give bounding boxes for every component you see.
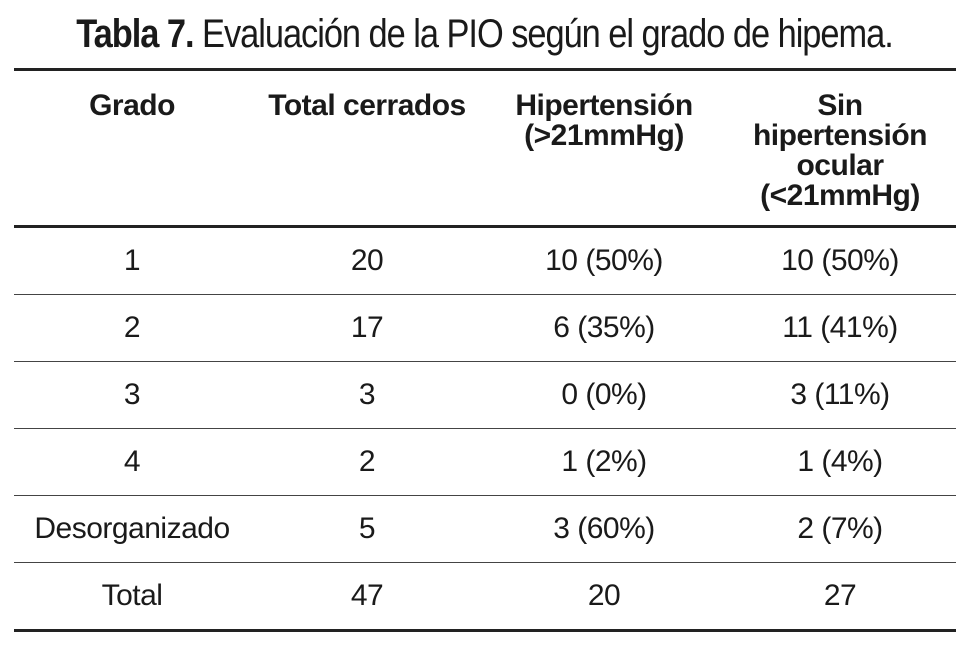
header-line: Grado (89, 89, 175, 122)
cell-sin-hipertension: 10 (50%) (781, 244, 899, 277)
cell-sin-hipertension: 2 (7%) (797, 512, 883, 545)
table-header: Grado Total cerrados Hipertensión (>21mm… (14, 69, 956, 227)
table-row: 1 20 10 (50%) 10 (50%) (14, 227, 956, 295)
cell-hipertension: 1 (2%) (561, 445, 647, 478)
cell-total: 20 (350, 244, 384, 277)
cell-grado: 1 (123, 244, 141, 277)
table-title-label: Tabla 7. (76, 12, 194, 56)
cell-hipertension: 6 (35%) (553, 311, 655, 344)
header-grado: Grado (14, 70, 250, 227)
cell-total: 3 (358, 378, 376, 411)
cell-grado: 3 (123, 378, 141, 411)
header-line: Sin (817, 89, 863, 122)
table-row: 4 2 1 (2%) 1 (4%) (14, 429, 956, 496)
header-total-cerrados: Total cerrados (250, 70, 484, 227)
cell-total: 17 (350, 311, 384, 344)
cell-hipertension: 10 (50%) (545, 244, 663, 277)
cell-total: 47 (350, 579, 384, 612)
table-title: Tabla 7. Evaluación de la PIO según el g… (68, 8, 901, 60)
cell-total: 2 (358, 445, 376, 478)
cell-sin-hipertension: 27 (823, 579, 857, 612)
cell-grado: Total (101, 579, 163, 612)
cell-hipertension: 3 (60%) (553, 512, 655, 545)
header-line: Hipertensión (515, 89, 693, 122)
table-title-text: Evaluación de la PIO según el grado de h… (202, 12, 894, 56)
header-line: (<21mmHg) (760, 179, 920, 212)
table-body: 1 20 10 (50%) 10 (50%) 2 17 6 (35%) 11 (… (14, 227, 956, 631)
cell-hipertension: 0 (0%) (561, 378, 647, 411)
table-row: 3 3 0 (0%) 3 (11%) (14, 362, 956, 429)
header-line: (>21mmHg) (524, 119, 684, 152)
cell-grado: 4 (123, 445, 141, 478)
header-line: hipertensión (752, 119, 928, 152)
cell-grado: Desorganizado (34, 512, 230, 545)
cell-sin-hipertension: 1 (4%) (797, 445, 883, 478)
cell-sin-hipertension: 3 (11%) (790, 378, 890, 411)
cell-total: 5 (358, 512, 376, 545)
cell-sin-hipertension: 11 (41%) (782, 311, 898, 344)
header-row: Grado Total cerrados Hipertensión (>21mm… (14, 69, 956, 227)
header-sin-hipertension: Sin hipertensión ocular (<21mmHg) (724, 70, 956, 227)
table-row: 2 17 6 (35%) 11 (41%) (14, 295, 956, 362)
cell-grado: 2 (123, 311, 141, 344)
table-row-total: Total 47 20 27 (14, 563, 956, 631)
header-line: Total cerrados (268, 89, 466, 122)
header-hipertension: Hipertensión (>21mmHg) (484, 70, 724, 227)
header-line: ocular (796, 149, 884, 182)
cell-hipertension: 20 (587, 579, 621, 612)
pio-table: Grado Total cerrados Hipertensión (>21mm… (14, 68, 956, 632)
table-row: Desorganizado 5 3 (60%) 2 (7%) (14, 496, 956, 563)
